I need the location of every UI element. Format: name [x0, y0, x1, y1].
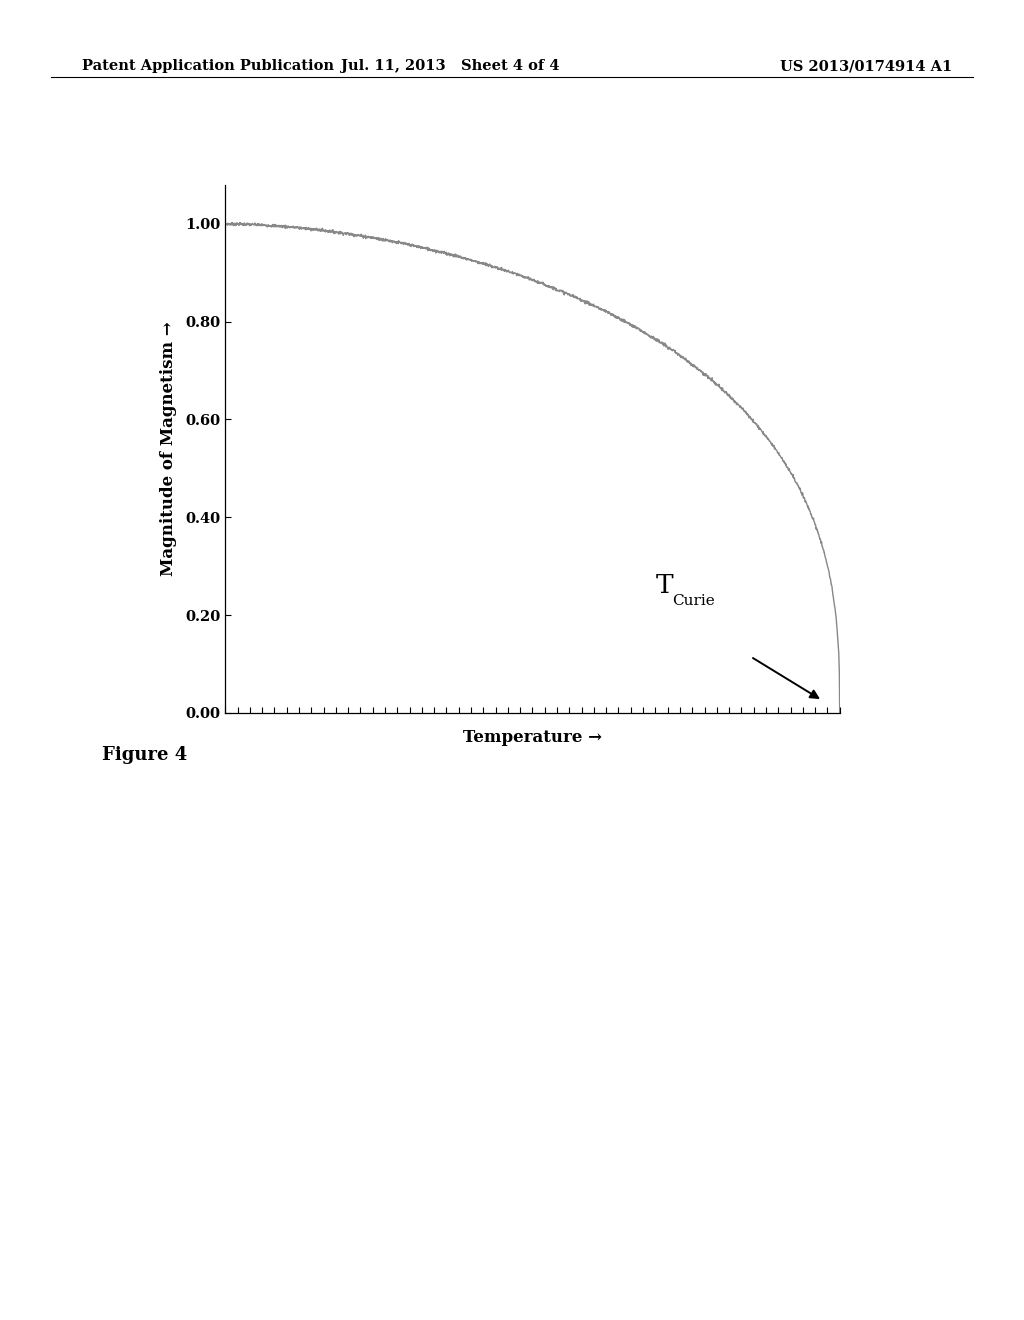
Text: Curie: Curie	[673, 594, 716, 607]
Text: Figure 4: Figure 4	[102, 746, 187, 764]
Text: Jul. 11, 2013   Sheet 4 of 4: Jul. 11, 2013 Sheet 4 of 4	[341, 59, 560, 74]
Y-axis label: Magnitude of Magnetism →: Magnitude of Magnetism →	[160, 322, 177, 576]
Text: Patent Application Publication: Patent Application Publication	[82, 59, 334, 74]
X-axis label: Temperature →: Temperature →	[463, 729, 602, 746]
Text: T: T	[655, 573, 673, 598]
Text: US 2013/0174914 A1: US 2013/0174914 A1	[780, 59, 952, 74]
